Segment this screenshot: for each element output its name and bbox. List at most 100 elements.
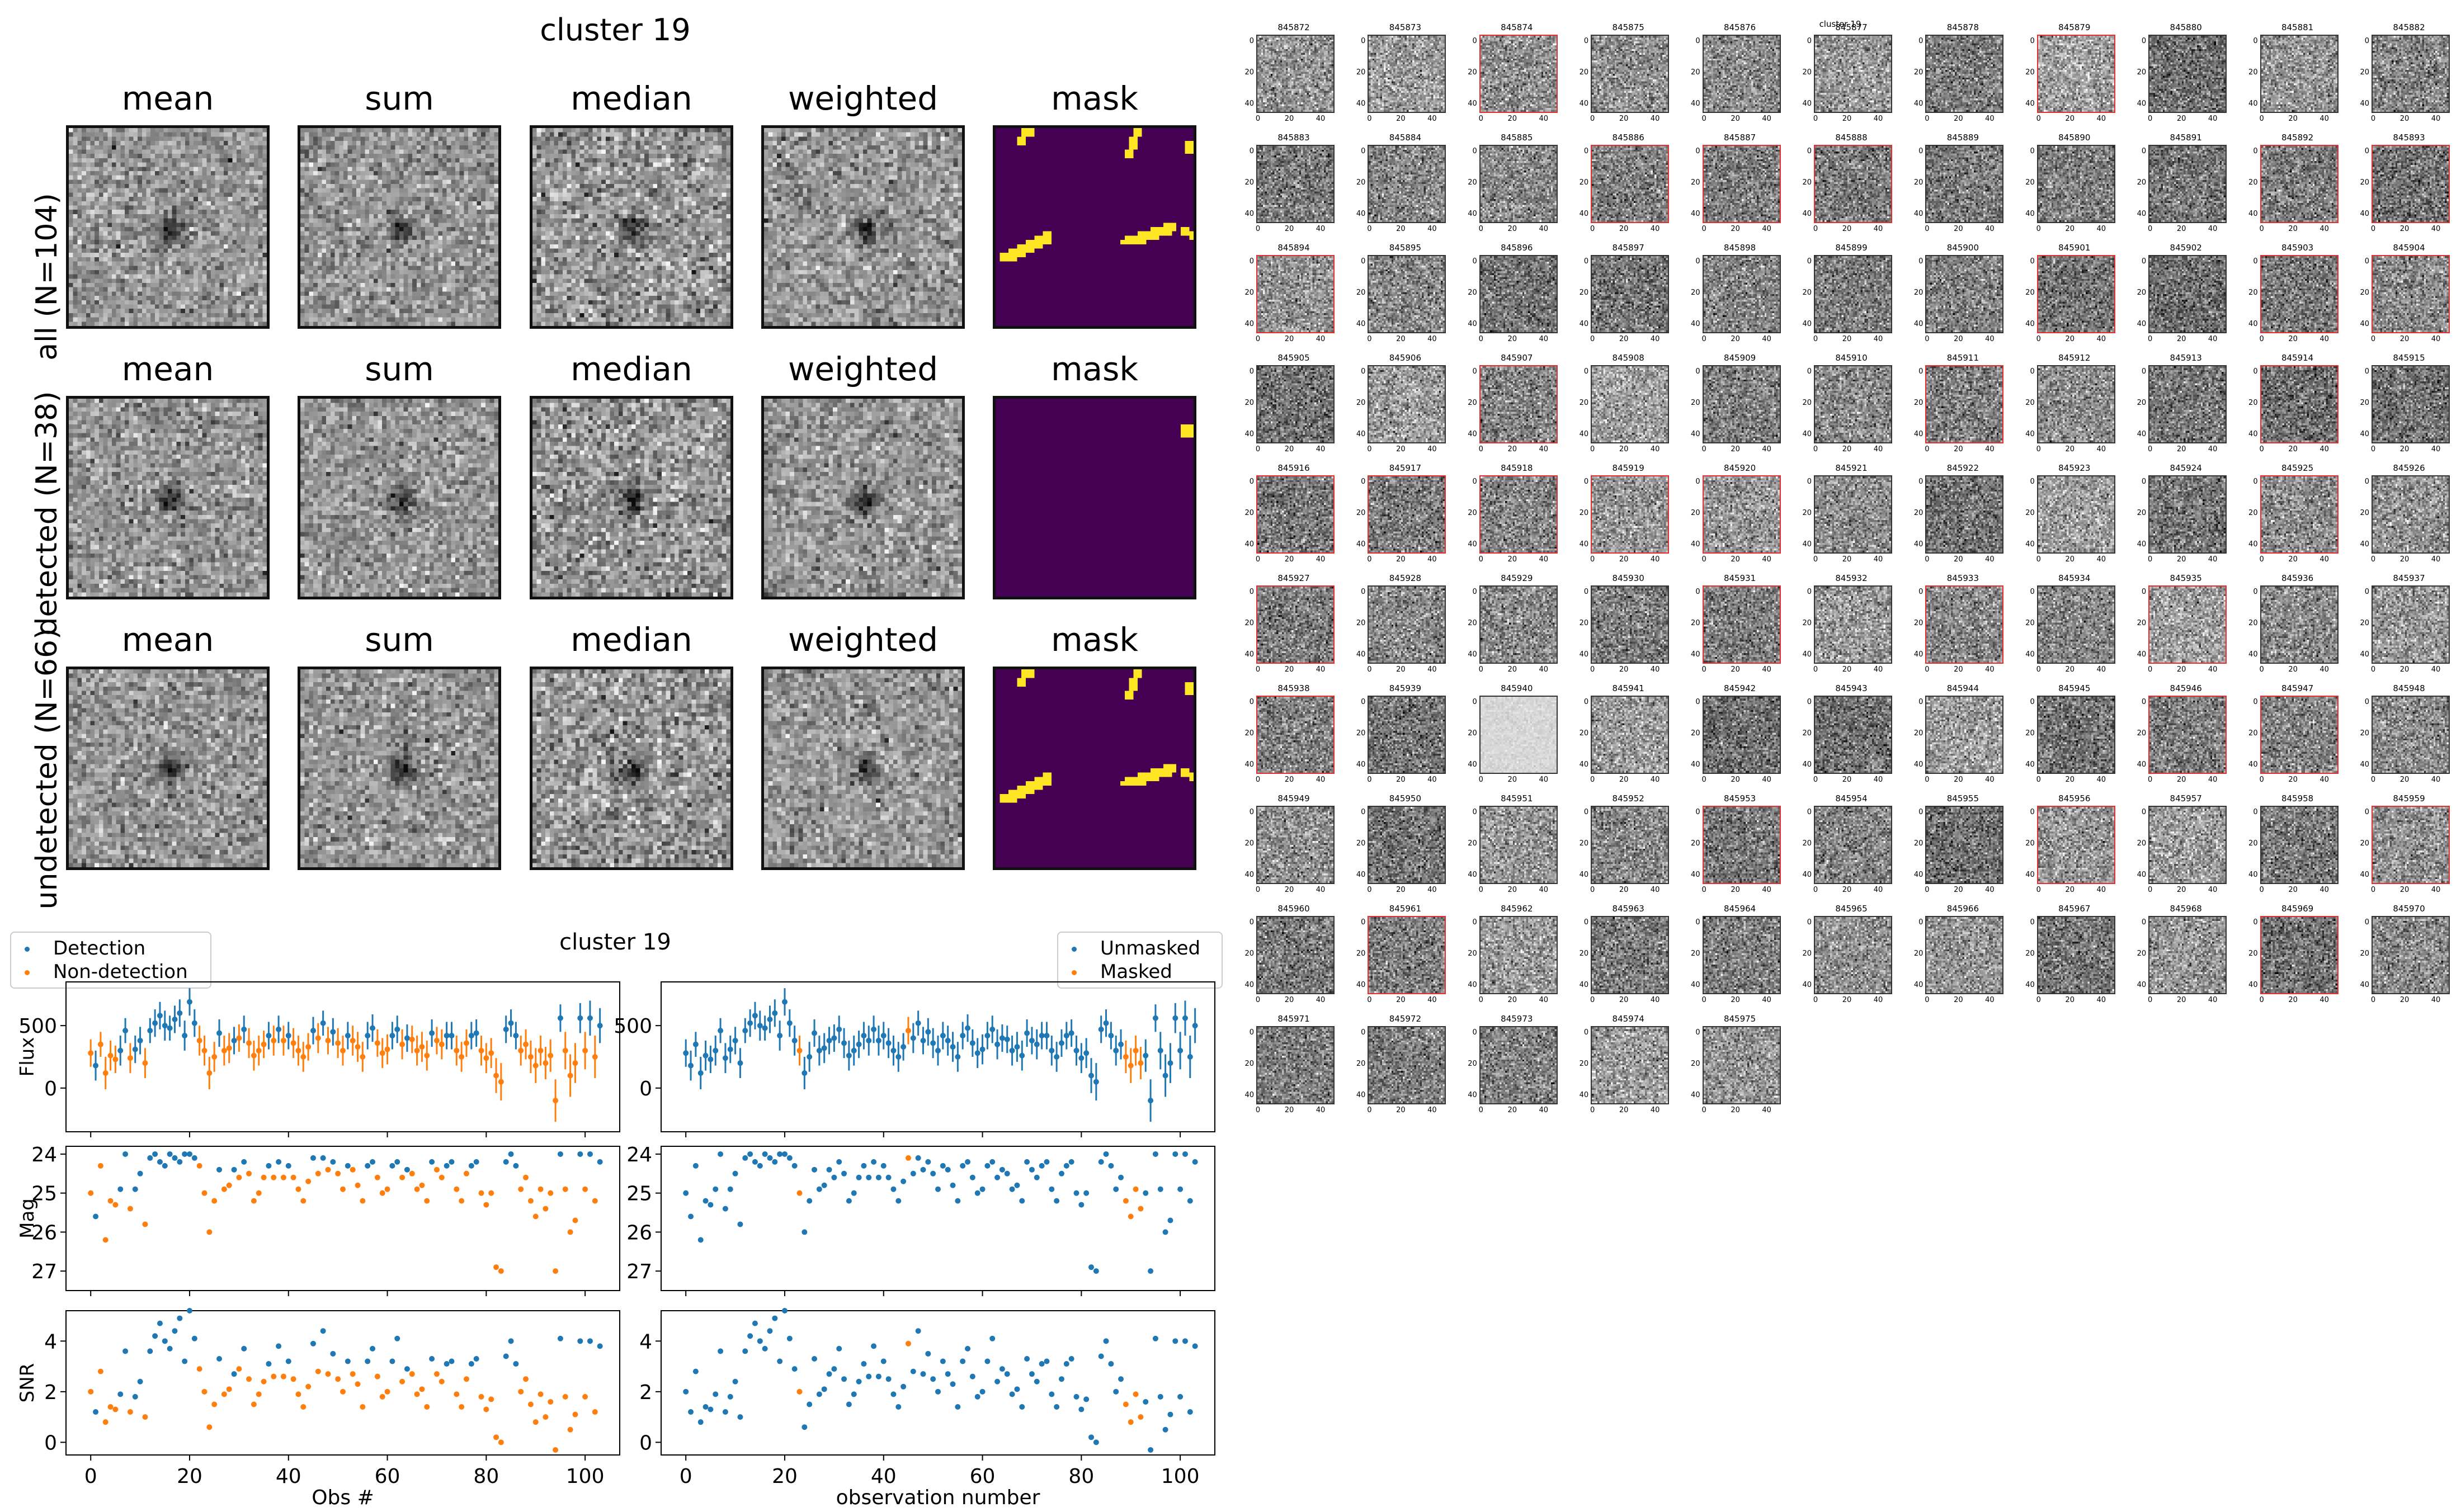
thumbnail-id: 845950 <box>1389 793 1422 804</box>
thumbnail-xtick: 20 <box>1507 665 1517 674</box>
thumbnail-image <box>1368 916 1446 994</box>
thumbnail-xtick: 20 <box>1842 225 1852 233</box>
unmasked-point <box>1009 1391 1015 1397</box>
thumbnail-ytick: 0 <box>1918 588 1923 596</box>
thumbnail-xtick: 40 <box>1650 555 1660 564</box>
thumbnail-ytick: 0 <box>2141 478 2147 486</box>
thumbnail-xtick: 20 <box>1507 776 1517 784</box>
unmasked-point <box>935 1186 941 1192</box>
unmasked-point <box>1103 1338 1109 1344</box>
thumbnail-xtick: 40 <box>1762 115 1771 123</box>
thumbnail-ytick: 40 <box>1244 320 1254 328</box>
unmasked-point <box>757 1023 763 1029</box>
non-detection-point <box>201 1047 208 1053</box>
thumbnail-ytick: 20 <box>2025 289 2035 297</box>
thumbnail-ytick: 20 <box>1913 729 1923 738</box>
unmasked-point <box>940 1163 946 1169</box>
thumbnail-image <box>2148 145 2227 223</box>
thumbnail-xtick: 40 <box>1650 335 1660 343</box>
thumbnail-xtick: 20 <box>1731 445 1740 453</box>
non-detection-point <box>256 1190 262 1196</box>
unmasked-point <box>866 1037 872 1043</box>
unmasked-point <box>767 1017 773 1022</box>
unmasked-point <box>1058 1040 1064 1046</box>
thumbnail-ytick: 0 <box>1249 808 1254 816</box>
thumbnail-xtick: 40 <box>1762 225 1771 233</box>
thumbnail-ytick: 0 <box>1361 1028 1366 1037</box>
detection-point <box>285 1033 291 1039</box>
non-detection-point <box>567 1072 573 1079</box>
unmasked-point <box>955 1198 961 1204</box>
detection-point <box>310 1028 316 1034</box>
thumbnail-xtick: 0 <box>1367 555 1372 564</box>
detection-point <box>365 1358 371 1364</box>
thumbnail-xtick: 0 <box>2036 996 2041 1004</box>
unmasked-point <box>1009 1047 1015 1053</box>
thumbnail-xtick: 40 <box>1539 335 1549 343</box>
panel-title-all-sum: sum <box>365 79 434 117</box>
non-detection-point <box>409 1170 415 1176</box>
detection-point <box>266 1033 272 1039</box>
detection-point <box>320 1155 326 1161</box>
detection-point <box>370 1345 376 1352</box>
unmasked-point <box>1148 1447 1154 1453</box>
thumbnail-id: 845974 <box>1612 1014 1644 1024</box>
unmasked-point <box>974 1190 980 1196</box>
detection-point <box>162 1338 168 1344</box>
thumbnail-xtick: 20 <box>2176 996 2186 1004</box>
unmasked-point <box>777 1151 783 1157</box>
thumbnail-ytick: 20 <box>1802 68 1812 77</box>
thumbnail-ytick: 40 <box>2025 320 2035 328</box>
thumbnail-xtick: 40 <box>2096 115 2106 123</box>
unmasked-point <box>762 1025 768 1031</box>
detection-point <box>345 1033 351 1039</box>
detection-point <box>93 1409 99 1415</box>
non-detection-point <box>206 1070 213 1076</box>
thumbnail-id: 845916 <box>1277 463 1310 473</box>
thumbnail-ytick: 0 <box>2030 478 2035 486</box>
non-detection-point <box>360 1054 366 1060</box>
thumbnail-xtick: 0 <box>2148 886 2153 894</box>
thumbnail-id: 845885 <box>1501 133 1533 143</box>
thumbnail-ytick: 20 <box>2137 949 2147 958</box>
detection-point <box>508 1338 514 1344</box>
thumbnail-ytick: 20 <box>2137 839 2147 848</box>
thumbnail-xtick: 0 <box>1255 776 1261 784</box>
thumbnail-ytick: 20 <box>1802 619 1812 627</box>
thumbnail-ytick: 20 <box>1691 729 1700 738</box>
non-detection-point <box>374 1174 380 1180</box>
thumbnail-xtick: 40 <box>1427 555 1437 564</box>
unmasked-point <box>786 1155 793 1161</box>
thumbnail-ytick: 0 <box>1918 367 1923 376</box>
unmasked-point <box>925 1029 931 1035</box>
thumbnail-image <box>1702 145 1781 223</box>
unmasked-point <box>885 1040 892 1046</box>
thumbnail-xtick: 40 <box>1427 115 1437 123</box>
unmasked-point <box>856 1378 862 1385</box>
thumbnail-id: 845886 <box>1612 133 1644 143</box>
thumbnail-image <box>2260 696 2339 774</box>
thumbnail-id: 845893 <box>2393 133 2425 143</box>
thumbnail-ytick: 40 <box>1356 981 1366 989</box>
xtick-label: 100 <box>566 1465 605 1488</box>
thumbnail-xtick: 40 <box>1873 776 1883 784</box>
thumbnail-xtick: 20 <box>2176 665 2186 674</box>
thumbnail-xtick: 0 <box>1813 445 1818 453</box>
stack-image-undetected-weighted <box>761 667 965 870</box>
unmasked-point <box>1073 1190 1079 1196</box>
masked-point <box>1138 1414 1144 1420</box>
thumbnail-image <box>1591 365 1670 443</box>
unmasked-point <box>1113 1388 1119 1395</box>
thumbnail-ytick: 40 <box>1802 871 1812 879</box>
thumbnail-ytick: 40 <box>1691 1091 1700 1099</box>
detection-point <box>473 1356 479 1362</box>
thumbnail-xtick: 20 <box>1842 555 1852 564</box>
thumbnail-ytick: 40 <box>1244 871 1254 879</box>
thumbnail-id: 845934 <box>2058 573 2091 583</box>
unmasked-point <box>836 1159 842 1165</box>
unmasked-point <box>708 1406 714 1412</box>
unmasked-point <box>960 1358 966 1364</box>
thumbnail-id: 845973 <box>1501 1014 1533 1024</box>
thumbnail-xtick: 20 <box>1507 115 1517 123</box>
thumbnail-xtick: 40 <box>2431 776 2441 784</box>
